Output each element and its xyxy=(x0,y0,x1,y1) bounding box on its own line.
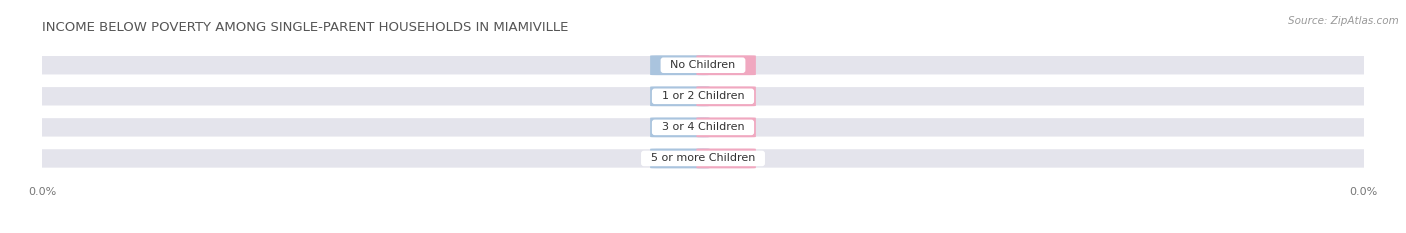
Text: 0.0%: 0.0% xyxy=(711,122,741,132)
Text: 1 or 2 Children: 1 or 2 Children xyxy=(655,91,751,101)
Text: 0.0%: 0.0% xyxy=(665,60,695,70)
FancyBboxPatch shape xyxy=(650,86,710,106)
Text: 0.0%: 0.0% xyxy=(665,122,695,132)
FancyBboxPatch shape xyxy=(30,86,1376,106)
FancyBboxPatch shape xyxy=(650,148,710,168)
FancyBboxPatch shape xyxy=(30,55,1376,75)
Text: Source: ZipAtlas.com: Source: ZipAtlas.com xyxy=(1288,16,1399,26)
FancyBboxPatch shape xyxy=(696,117,756,137)
Text: INCOME BELOW POVERTY AMONG SINGLE-PARENT HOUSEHOLDS IN MIAMIVILLE: INCOME BELOW POVERTY AMONG SINGLE-PARENT… xyxy=(42,21,568,34)
Text: 0.0%: 0.0% xyxy=(711,60,741,70)
Text: 0.0%: 0.0% xyxy=(665,91,695,101)
FancyBboxPatch shape xyxy=(650,55,710,75)
Text: 3 or 4 Children: 3 or 4 Children xyxy=(655,122,751,132)
FancyBboxPatch shape xyxy=(696,148,756,168)
Text: 0.0%: 0.0% xyxy=(711,91,741,101)
Text: 0.0%: 0.0% xyxy=(665,154,695,163)
FancyBboxPatch shape xyxy=(30,117,1376,138)
FancyBboxPatch shape xyxy=(650,117,710,137)
FancyBboxPatch shape xyxy=(696,55,756,75)
FancyBboxPatch shape xyxy=(30,148,1376,169)
Text: 0.0%: 0.0% xyxy=(711,154,741,163)
Text: 5 or more Children: 5 or more Children xyxy=(644,154,762,163)
Text: No Children: No Children xyxy=(664,60,742,70)
FancyBboxPatch shape xyxy=(696,86,756,106)
